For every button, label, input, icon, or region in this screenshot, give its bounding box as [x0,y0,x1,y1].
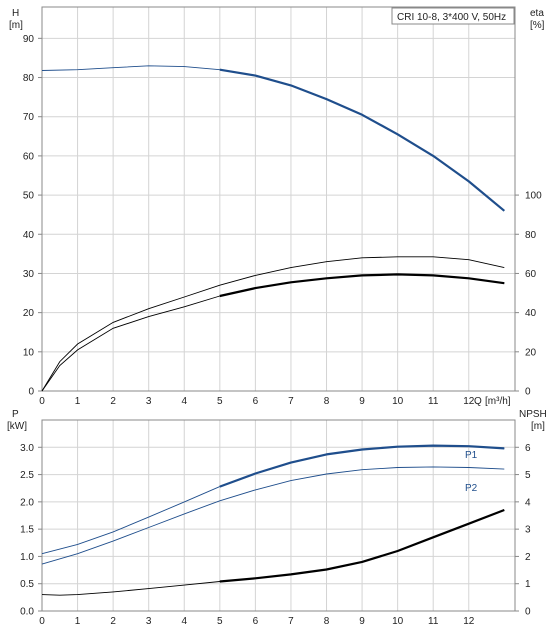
bottom-x-tick-9: 9 [359,616,365,625]
top-y-left-tick-20: 20 [23,308,35,319]
bottom-y-left-tick-1.5: 1.5 [20,525,34,536]
bottom-y-right-tick-2: 2 [525,552,531,563]
top-y-right-unit: [%] [530,20,545,31]
bottom-y-right-tick-5: 5 [525,470,531,481]
top-grid [41,7,515,392]
bottom-y-right-unit: [m] [531,421,545,432]
top-tick-labels: 0 1 2 3 4 5 6 7 8 9 10 11 12010203040506070809002040… [23,34,542,407]
bottom-x-tick-10: 10 [392,616,404,625]
x-axis-unit: [m³/h] [485,396,511,407]
top-y-right-tick-20: 20 [525,347,537,358]
bottom-x-tick-11: 11 [428,616,439,625]
top-y-left-tick-70: 70 [23,112,35,123]
top-y-right-tick-0: 0 [525,387,531,398]
bottom-series-2-operating-range [219,508,505,583]
top-series-0-line [41,65,505,212]
bottom-x-tick-6: 6 [253,616,259,625]
bottom-x-tick-3: 3 [146,616,152,625]
bottom-x-tick-8: 8 [324,616,330,625]
top-x-tick-12: 12 [463,396,475,407]
bottom-y-right-tick-6: 6 [525,443,531,454]
bottom-x-tick-2: 2 [110,616,116,625]
p2-series-label: P2 [465,483,478,494]
bottom-panel: 0 1 2 3 4 5 6 7 8 9 10 11 120.00.51.01.52.02.53.0012… [7,409,547,625]
top-series-0-operating-range [219,68,506,212]
bottom-y-right-tick-0: 0 [525,607,531,618]
top-y-left-unit: [m] [9,20,23,31]
bottom-series [41,444,505,596]
bottom-y-left-tick-3.0: 3.0 [20,443,34,454]
bottom-y-left-unit: [kW] [7,421,27,432]
bottom-y-left-tick-0.0: 0.0 [20,607,34,618]
top-x-tick-6: 6 [253,396,259,407]
bottom-x-tick-5: 5 [217,616,223,625]
bottom-series-1-line [41,466,505,565]
top-y-left-tick-80: 80 [23,73,35,84]
top-x-tick-1: 1 [75,396,81,407]
top-y-right-tick-60: 60 [525,269,537,280]
bottom-y-right-label: NPSH [519,409,547,420]
p1-series-label: P1 [465,450,478,461]
bottom-tick-labels: 0 1 2 3 4 5 6 7 8 9 10 11 120.00.51.01.52.02.53.0012… [20,443,531,625]
bottom-y-left-label: P [12,409,19,420]
bottom-x-tick-4: 4 [181,616,187,625]
top-x-tick-9: 9 [359,396,365,407]
top-y-left-tick-30: 30 [23,269,35,280]
top-x-tick-11: 11 [428,396,439,407]
top-y-right-tick-40: 40 [525,308,537,319]
top-panel: 0 1 2 3 4 5 6 7 8 9 10 11 12010203040506070809002040… [9,6,545,407]
legend-text: CRI 10-8, 3*400 V, 50Hz [397,12,506,23]
top-series-1-line [41,256,505,392]
bottom-y-right-tick-1: 1 [525,579,531,590]
top-y-left-tick-90: 90 [23,34,35,45]
top-x-tick-8: 8 [324,396,330,407]
bottom-y-left-tick-2.0: 2.0 [20,497,34,508]
top-plot-frame [41,6,516,392]
top-y-left-tick-50: 50 [23,191,35,202]
top-x-tick-0: 0 [39,396,45,407]
top-y-left-tick-40: 40 [23,230,35,241]
legend-box [391,7,515,25]
top-series [41,65,506,392]
top-y-left-tick-60: 60 [23,151,35,162]
top-x-tick-3: 3 [146,396,152,407]
top-x-tick-10: 10 [392,396,404,407]
top-x-tick-4: 4 [181,396,187,407]
bottom-y-left-tick-1.0: 1.0 [20,552,34,563]
x-axis-label: Q [474,396,482,407]
top-y-left-label: H [12,8,19,19]
top-y-right-label: eta [530,8,544,19]
bottom-plot-frame [41,419,516,612]
bottom-y-right-tick-4: 4 [525,497,531,508]
bottom-x-tick-7: 7 [288,616,294,625]
top-x-tick-5: 5 [217,396,223,407]
bottom-y-left-tick-0.5: 0.5 [20,579,34,590]
bottom-series-2-line [41,509,505,596]
bottom-series-0-operating-range [219,444,505,488]
top-y-right-tick-80: 80 [525,230,537,241]
bottom-x-tick-1: 1 [75,616,81,625]
bottom-x-tick-0: 0 [39,616,45,625]
top-x-tick-7: 7 [288,396,294,407]
bottom-grid [41,420,515,612]
top-y-left-tick-10: 10 [23,347,35,358]
bottom-y-right-tick-3: 3 [525,525,531,536]
bottom-y-left-tick-2.5: 2.5 [20,470,34,481]
top-x-tick-2: 2 [110,396,116,407]
top-y-right-tick-100: 100 [525,191,542,202]
top-series-2-line [41,273,505,392]
top-series-2-operating-range [219,273,505,298]
top-y-left-tick-0: 0 [28,387,34,398]
bottom-x-tick-12: 12 [463,616,475,625]
